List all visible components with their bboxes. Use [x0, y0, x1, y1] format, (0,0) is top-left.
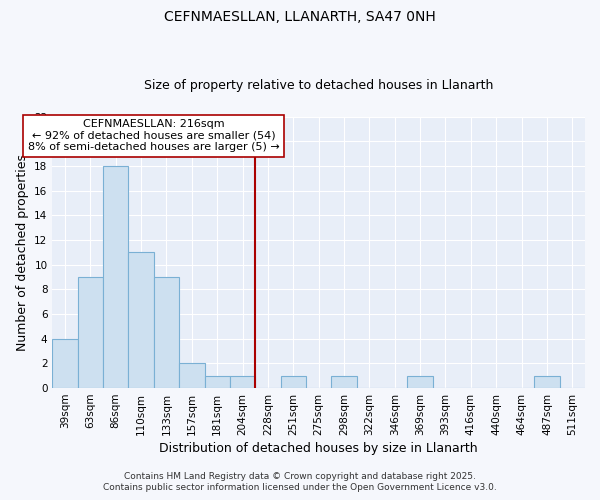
Text: CEFNMAESLLAN: 216sqm
← 92% of detached houses are smaller (54)
8% of semi-detach: CEFNMAESLLAN: 216sqm ← 92% of detached h… [28, 119, 280, 152]
Bar [77, 277, 103, 388]
Bar [205, 376, 230, 388]
Bar [407, 376, 433, 388]
Bar [52, 338, 77, 388]
X-axis label: Distribution of detached houses by size in Llanarth: Distribution of detached houses by size … [160, 442, 478, 455]
Bar [230, 376, 255, 388]
Bar [534, 376, 560, 388]
Y-axis label: Number of detached properties: Number of detached properties [16, 154, 29, 351]
Bar [128, 252, 154, 388]
Bar [331, 376, 357, 388]
Title: Size of property relative to detached houses in Llanarth: Size of property relative to detached ho… [144, 79, 493, 92]
Bar [103, 166, 128, 388]
Bar [154, 277, 179, 388]
Text: Contains HM Land Registry data © Crown copyright and database right 2025.
Contai: Contains HM Land Registry data © Crown c… [103, 472, 497, 492]
Text: CEFNMAESLLAN, LLANARTH, SA47 0NH: CEFNMAESLLAN, LLANARTH, SA47 0NH [164, 10, 436, 24]
Bar [281, 376, 306, 388]
Bar [179, 364, 205, 388]
